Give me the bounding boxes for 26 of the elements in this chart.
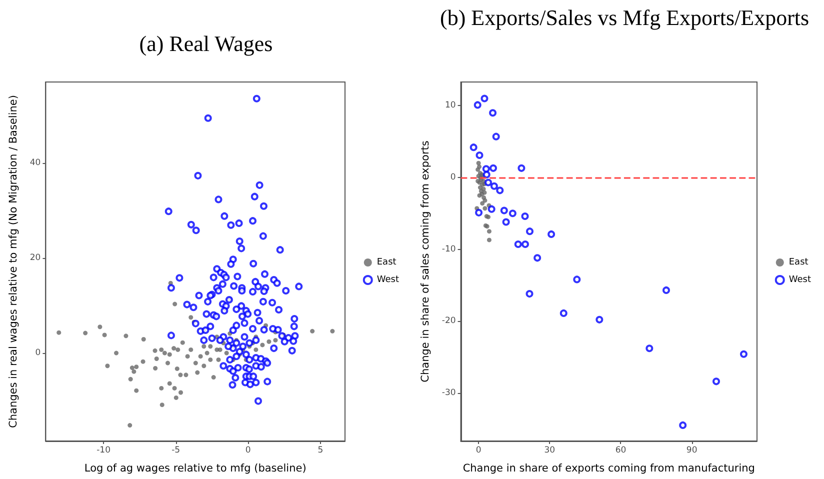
y-axis-title: Change in share of sales coming from exports — [420, 140, 432, 382]
y-tick-label: 10 — [444, 100, 456, 111]
y-axis-title: Changes in real wages relative to mfg (No Migration / Baseline) — [8, 95, 20, 428]
x-axis-title: Change in share of exports coming from manufacturing — [462, 462, 755, 474]
legend-label: East — [376, 258, 397, 268]
legend-label: West — [788, 275, 812, 285]
x-tick-label: -10 — [96, 446, 110, 456]
x-tick-label: 0 — [476, 446, 482, 456]
chart-title: (b) Exports/Sales vs Mfg Exports/Exports — [440, 4, 810, 32]
x-tick-label: 30 — [544, 446, 556, 456]
x-tick-label: 0 — [245, 446, 251, 456]
x-tick-label: 5 — [318, 446, 324, 456]
y-tick-label: 20 — [30, 252, 41, 263]
x-tick-label: 60 — [615, 446, 626, 456]
y-tick-label: 40 — [30, 158, 41, 168]
x-tick-label: 90 — [686, 446, 698, 456]
x-tick-label: -5 — [172, 446, 180, 456]
y-tick-label: -30 — [442, 388, 456, 398]
x-axis-title: Log of ag wages relative to mfg (baseline) — [84, 462, 306, 474]
y-tick-label: -10 — [442, 244, 456, 254]
y-tick-label: 0 — [35, 348, 41, 358]
legend-label: East — [788, 258, 809, 268]
y-tick-label: 0 — [450, 172, 456, 182]
chart-title: (a) Real Wages — [138, 30, 274, 58]
legend-label: West — [376, 275, 400, 285]
y-tick-label: -20 — [442, 316, 456, 326]
